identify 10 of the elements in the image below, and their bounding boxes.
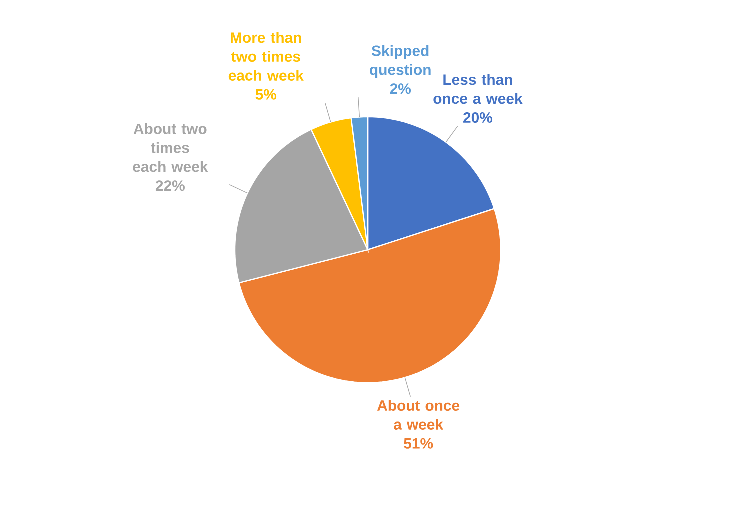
data-label: 5% [256,89,277,100]
data-label: 2% [390,84,412,94]
slice-label: Less than once a week [434,74,523,104]
data-label: 51% [404,438,434,449]
slice-label: About once a week [377,400,460,430]
slice-label: Skipped question [370,45,431,78]
slice-label: About two times each week [133,123,208,172]
data-label: 20% [464,112,493,124]
data-label: 22% [156,180,185,192]
slice-label: More than two times each week [228,32,304,81]
